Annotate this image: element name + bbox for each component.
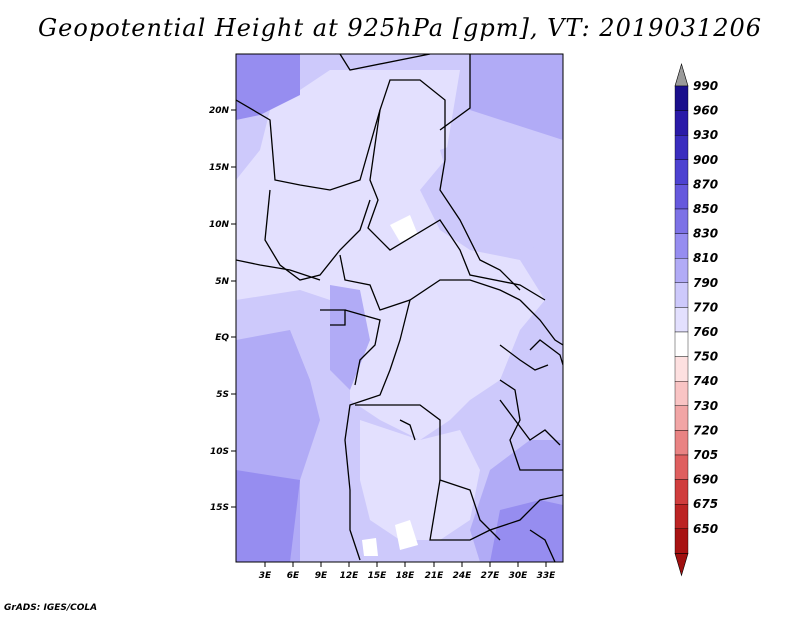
lon-ticks — [264, 562, 547, 567]
colorbar: 990 960 930 900 870 850 830 810 790 770 760 750 740 7… — [674, 62, 718, 577]
colorbar-swatch — [674, 110, 689, 136]
lat-label: 15N — [209, 163, 230, 173]
colorbar-label: 770 — [693, 300, 718, 314]
colorbar-swatch — [674, 258, 689, 284]
lon-label: 24E — [453, 571, 473, 581]
lon-label: 33E — [537, 571, 557, 581]
lon-label: 9E — [315, 571, 328, 581]
lon-label: 15E — [368, 571, 388, 581]
colorbar-label: 675 — [693, 497, 718, 511]
lat-label: 5S — [216, 390, 229, 400]
colorbar-swatch — [674, 331, 689, 357]
country-borders — [236, 54, 563, 562]
colorbar-label: 740 — [693, 374, 718, 388]
lat-label: 10N — [209, 220, 230, 230]
colorbar-label: 705 — [693, 448, 718, 462]
colorbar-swatch — [674, 381, 689, 407]
colorbar-swatch — [674, 430, 689, 456]
lon-label: 30E — [509, 571, 529, 581]
colorbar-swatch — [674, 233, 689, 259]
colorbar-label: 650 — [693, 522, 718, 536]
colorbar-swatch — [674, 479, 689, 505]
colorbar-label: 850 — [693, 202, 718, 216]
colorbar-label: 720 — [693, 423, 718, 437]
lon-label: 6E — [287, 571, 300, 581]
colorbar-swatch — [674, 85, 689, 111]
colorbar-label: 750 — [693, 350, 718, 364]
colorbar-label: 900 — [693, 153, 718, 167]
lat-label: 20N — [209, 106, 230, 116]
colorbar-label: 960 — [693, 104, 718, 118]
grads-credit: GrADS: IGES/COLA — [4, 603, 98, 613]
colorbar-swatch — [674, 159, 689, 185]
lon-label: 12E — [340, 571, 360, 581]
colorbar-label: 810 — [693, 251, 718, 265]
colorbar-label: 870 — [693, 177, 718, 191]
lon-label: 18E — [396, 571, 416, 581]
map-title: Geopotential Height at 925hPa [gpm], VT:… — [38, 14, 762, 42]
colorbar-swatch — [674, 405, 689, 431]
colorbar-label: 760 — [693, 325, 718, 339]
lon-labels: 3E 6E 9E 12E 15E 18E 21E 24E 27E 30E 33E — [259, 571, 556, 581]
colorbar-swatch — [674, 184, 689, 210]
colorbar-label: 990 — [693, 79, 718, 93]
height-field — [236, 54, 563, 562]
map-frame — [235, 53, 564, 563]
colorbar-bottom-triangle — [674, 553, 689, 577]
lat-ticks — [231, 109, 236, 508]
lat-labels: 20N 15N 10N 5N EQ 5S 10S 15S — [209, 106, 230, 513]
lon-label: 3E — [259, 571, 272, 581]
lon-label: 21E — [425, 571, 445, 581]
lat-label: 15S — [210, 503, 229, 513]
colorbar-label: 690 — [693, 473, 718, 487]
lon-label: 27E — [481, 571, 501, 581]
colorbar-swatch — [674, 208, 689, 234]
colorbar-label: 930 — [693, 128, 718, 142]
lat-label: 5N — [215, 277, 229, 287]
colorbar-swatch — [674, 134, 689, 160]
colorbar-swatch — [674, 356, 689, 382]
colorbar-swatch — [674, 454, 689, 480]
lat-label: 10S — [210, 447, 229, 457]
colorbar-swatch — [674, 282, 689, 308]
colorbar-swatch — [674, 504, 689, 530]
colorbar-swatch — [674, 528, 689, 554]
colorbar-label: 790 — [693, 276, 718, 290]
lat-label: EQ — [215, 333, 229, 343]
colorbar-swatch — [674, 307, 689, 333]
colorbar-label: 730 — [693, 399, 718, 413]
colorbar-label: 830 — [693, 227, 718, 241]
colorbar-top-triangle — [674, 62, 689, 87]
